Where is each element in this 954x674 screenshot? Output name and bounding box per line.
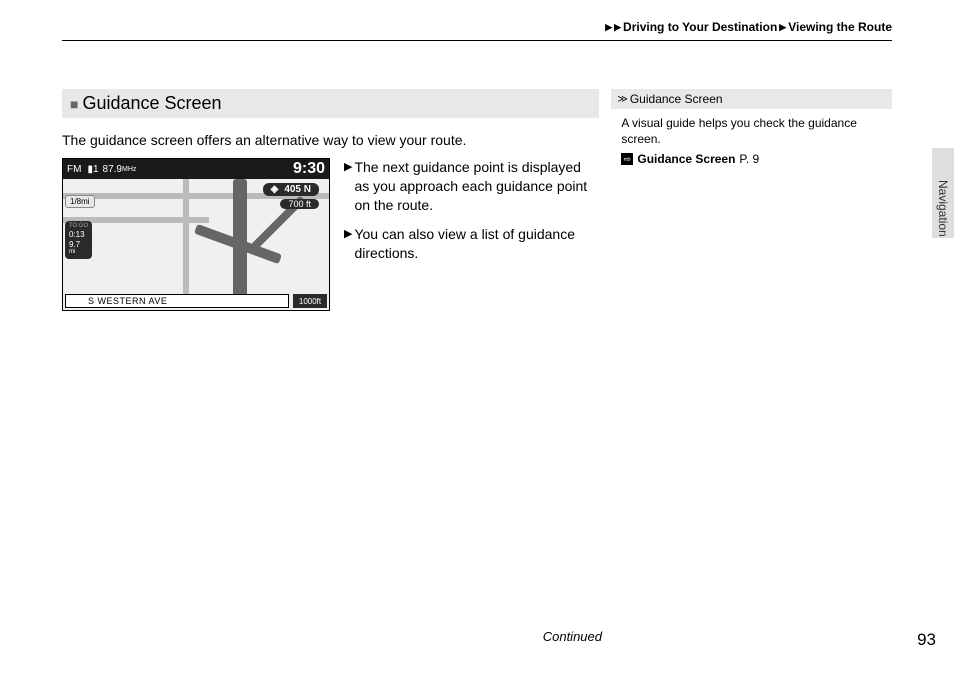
nav-screenshot: FM ▮1 87.9 MHz 9:30 ◈ 405 N 700 ft 1/8mi… (62, 158, 330, 311)
turn-distance-chip: 1/8mi (65, 195, 95, 208)
page-number: 93 (917, 630, 936, 650)
sidebar-heading-text: Guidance Screen (630, 92, 723, 106)
radio-freq-unit: MHz (122, 166, 136, 173)
clock: 9:30 (293, 160, 325, 178)
street-name-bar: S WESTERN AVE (65, 294, 289, 308)
double-chevron-icon: ≫ (617, 94, 625, 105)
eta-unit: mi (69, 249, 88, 256)
bullet-text: You can also view a list of guidance dir… (354, 225, 599, 263)
map-scale: 1000ft (293, 294, 327, 308)
triangle-bullet-icon: ▶ (344, 227, 352, 263)
breadcrumb: ▶ ▶ Driving to Your Destination ▶ Viewin… (62, 20, 892, 41)
section-heading: ■ Guidance Screen (62, 89, 599, 118)
distance-sign: 700 ft (280, 199, 319, 209)
eta-time: 0:13 (69, 230, 88, 240)
link-icon: ⇨ (621, 153, 633, 165)
triangle-bullet-icon: ▶ (344, 160, 352, 215)
breadcrumb-section: Driving to Your Destination (623, 20, 777, 34)
bullet-item: ▶ The next guidance point is displayed a… (344, 158, 599, 215)
chevron-right-icon: ▶ (779, 22, 786, 33)
intro-text: The guidance screen offers an alternativ… (62, 132, 599, 148)
radio-freq: 87.9 (103, 164, 122, 175)
continued-label: Continued (62, 629, 602, 644)
sidebar-heading: ≫ Guidance Screen (611, 89, 892, 109)
square-bullet-icon: ■ (70, 96, 78, 112)
highway-sign: ◈ 405 N (263, 183, 319, 196)
radio-band: FM (67, 164, 81, 175)
radio-preset: ▮1 (87, 164, 98, 175)
section-title: Guidance Screen (82, 93, 221, 114)
eta-dist: 9.7 (69, 240, 80, 249)
eta-panel: TO GO 0:13 9.7 mi (65, 221, 92, 259)
route-number: 405 N (284, 184, 311, 195)
chevron-right-icon: ▶ (605, 22, 612, 33)
sidebar-body-text: A visual guide helps you check the guida… (621, 115, 886, 147)
bullet-text: The next guidance point is displayed as … (354, 158, 599, 215)
link-label: Guidance Screen (637, 151, 735, 167)
cross-reference-link[interactable]: ⇨ Guidance Screen P. 9 (621, 151, 886, 167)
link-page: P. 9 (739, 151, 759, 167)
breadcrumb-page: Viewing the Route (788, 20, 892, 34)
bullet-item: ▶ You can also view a list of guidance d… (344, 225, 599, 263)
eta-label: TO GO (69, 223, 88, 230)
thumb-tab-label: Navigation (936, 180, 950, 237)
shield-icon: ◈ (271, 184, 279, 195)
nav-status-bar: FM ▮1 87.9 MHz 9:30 (63, 159, 329, 179)
chevron-right-icon: ▶ (614, 22, 621, 33)
